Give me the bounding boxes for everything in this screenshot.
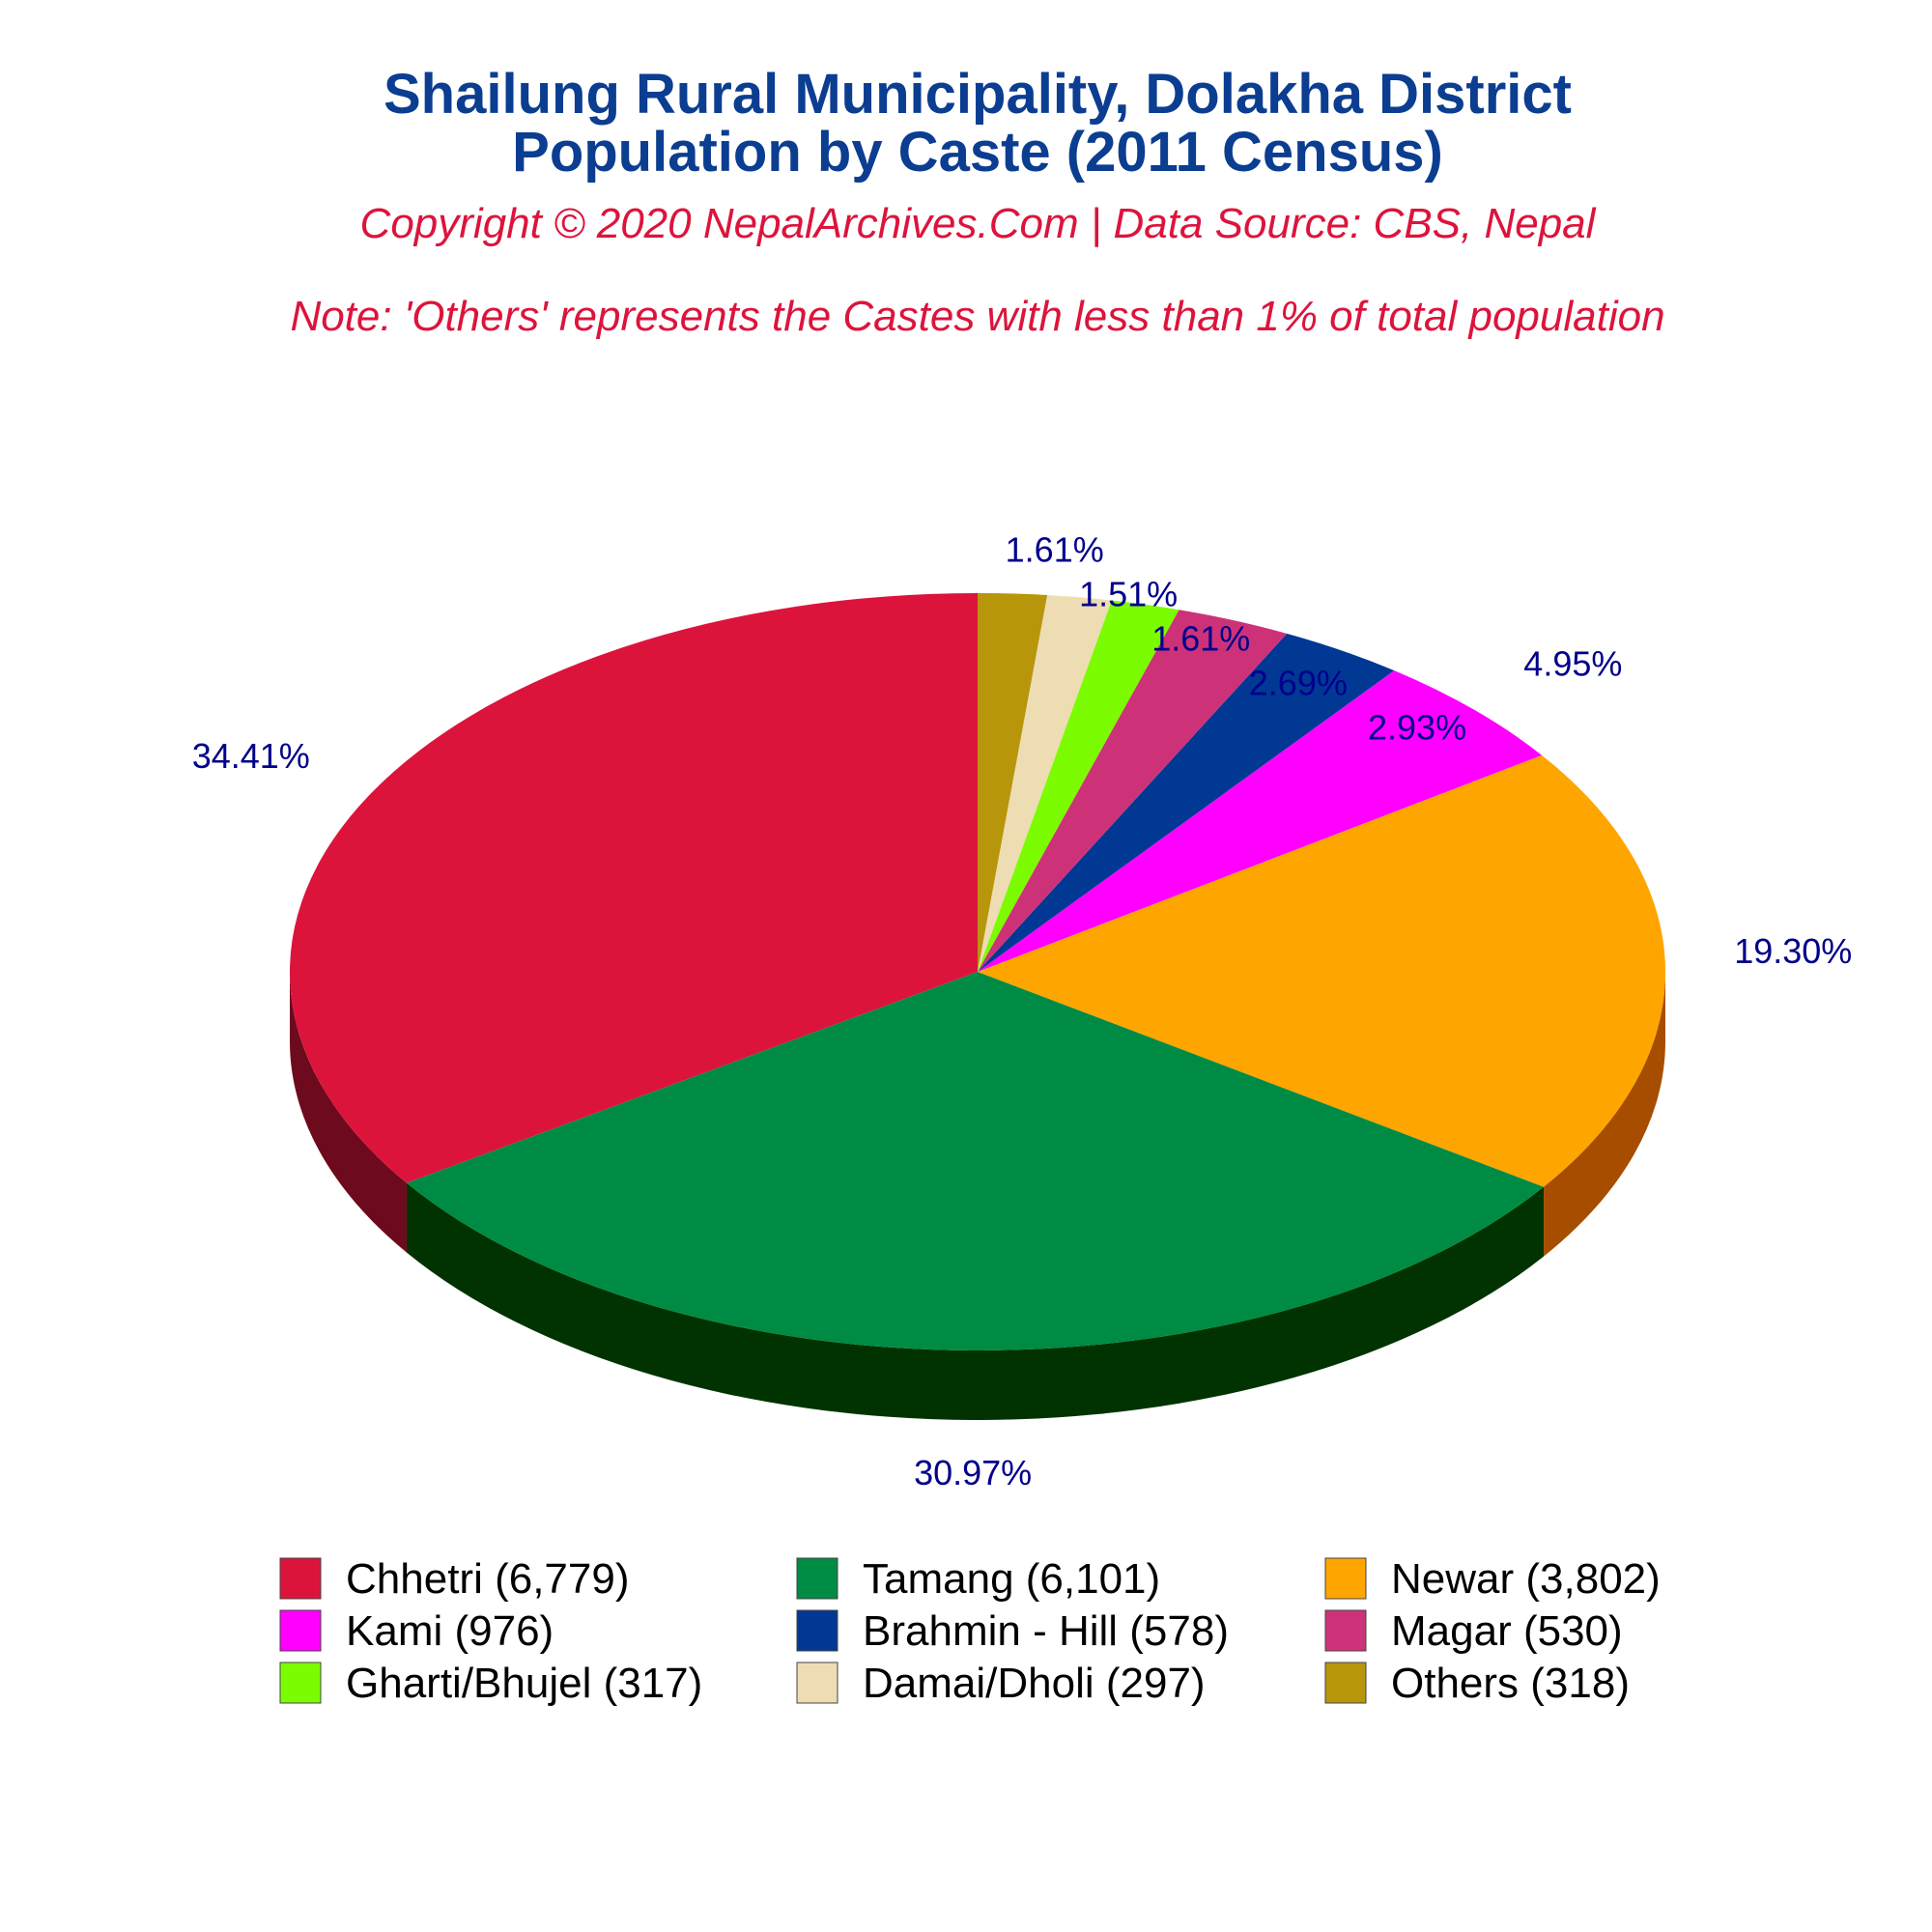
pie-slice-1 [290, 593, 978, 1183]
legend-label-1: Chhetri (6,779) [346, 1555, 629, 1603]
pie-percent-label-7: 1.61% [1151, 618, 1250, 658]
pie-slice-5 [978, 633, 1395, 972]
legend-label-4: Kami (976) [346, 1607, 554, 1655]
legend-label-5: Brahmin - Hill (578) [863, 1607, 1229, 1655]
pie-slice-2 [406, 972, 1545, 1351]
legend-swatch-1 [279, 1557, 322, 1600]
legend-label-9: Others (318) [1391, 1660, 1630, 1707]
pie-side-3 [1544, 972, 1665, 1257]
legend-swatch-5 [796, 1609, 838, 1652]
legend-swatch-4 [279, 1609, 322, 1652]
chart-subtitle: Copyright © 2020 NepalArchives.Com | Dat… [360, 200, 1597, 247]
pie-slice-4 [978, 670, 1543, 972]
pie-percent-labels: 34.41% 30.97% 19.30% 4.95% 1.61% 1.51% 1.61% 2.… [192, 529, 1853, 1492]
legend-swatch-8 [796, 1662, 838, 1704]
pie-slice-7 [978, 600, 1179, 972]
legend-swatch-2 [796, 1557, 838, 1600]
pie-percent-label-5: 2.93% [1368, 707, 1466, 747]
pie-slice-8 [978, 595, 1112, 972]
legend-label-6: Magar (530) [1391, 1607, 1623, 1655]
pie-percent-label-1: 34.41% [192, 736, 310, 776]
pie-percent-label-3: 19.30% [1734, 931, 1852, 971]
pie-side-1 [290, 972, 407, 1253]
chart-title-line-2: Population by Caste (2011 Census) [512, 121, 1443, 184]
pie-percent-label-8: 1.51% [1079, 574, 1178, 613]
pie-slice-9 [978, 593, 1048, 972]
pie-percent-label-2: 30.97% [914, 1453, 1032, 1492]
chart-note: Note: 'Others' represents the Castes wit… [290, 293, 1664, 340]
legend-swatch-3 [1324, 1557, 1367, 1600]
pie-percent-label-9: 1.61% [1006, 529, 1104, 569]
legend: Chhetri (6,779) Tamang (6,101) Newar (3,80… [279, 1555, 1661, 1707]
pie-percent-label-6: 2.69% [1249, 663, 1348, 702]
pie-percent-label-4: 4.95% [1523, 644, 1622, 684]
pie-slice-3 [978, 754, 1666, 1187]
pie-slice-6 [978, 610, 1288, 972]
legend-label-3: Newar (3,802) [1391, 1555, 1661, 1603]
legend-label-2: Tamang (6,101) [863, 1555, 1160, 1603]
legend-label-8: Damai/Dholi (297) [863, 1660, 1206, 1707]
legend-swatch-9 [1324, 1662, 1367, 1704]
pie-side-2 [406, 1182, 1545, 1420]
pie-slices [290, 593, 1666, 1420]
legend-swatch-7 [279, 1662, 322, 1704]
legend-swatch-6 [1324, 1609, 1367, 1652]
chart-title-line-1: Shailung Rural Municipality, Dolakha Dis… [384, 63, 1572, 126]
legend-label-7: Gharti/Bhujel (317) [346, 1660, 702, 1707]
